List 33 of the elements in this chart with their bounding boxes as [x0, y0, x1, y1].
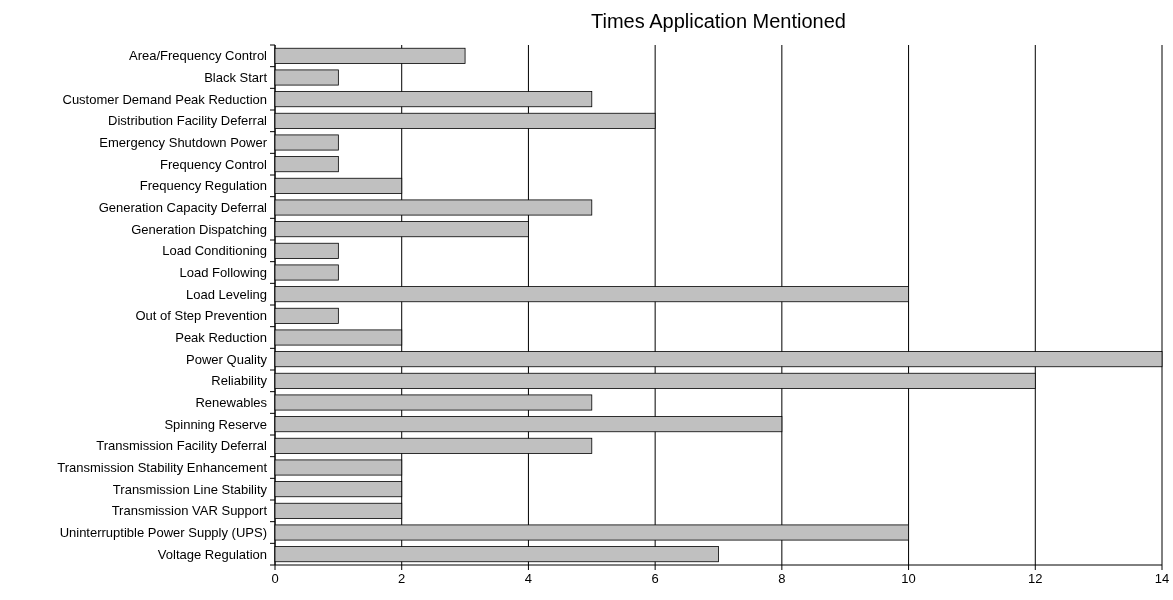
x-tick-label: 4: [524, 571, 533, 586]
y-tick-label: Power Quality: [186, 351, 268, 367]
y-tick-label: Load Following: [179, 265, 267, 281]
x-tick-label: 12: [1028, 571, 1043, 586]
y-tick-label: Frequency Control: [160, 156, 268, 172]
x-tick-label: 0: [271, 571, 279, 586]
chart-title: Times Application Mentioned: [591, 10, 846, 32]
y-tick-label: Load Leveling: [186, 286, 267, 302]
y-tick-label: Transmission VAR Support: [111, 503, 268, 519]
x-tick-label: 6: [651, 571, 659, 586]
y-tick-label: Area/Frequency Control: [128, 48, 268, 64]
y-tick-label: Emergency Shutdown Power: [99, 135, 268, 151]
x-tick-label: 2: [398, 571, 406, 586]
x-tick-label: 10: [901, 571, 916, 586]
y-tick-label: Generation Capacity Deferral: [98, 200, 268, 216]
y-tick-label: Peak Reduction: [175, 330, 267, 346]
y-tick-label: Frequency Regulation: [139, 178, 267, 194]
y-tick-label: Spinning Reserve: [164, 416, 267, 432]
y-tick-label: Transmission Stability Enhancement: [57, 460, 268, 476]
y-tick-label: Transmission Line Stability: [112, 481, 268, 497]
y-tick-label: Reliability: [211, 373, 268, 389]
y-tick-label: Distribution Facility Deferral: [108, 113, 268, 129]
y-tick-label: Voltage Regulation: [157, 546, 267, 562]
x-tick-label: 14: [1154, 571, 1170, 586]
y-tick-label: Out of Step Prevention: [135, 308, 267, 324]
x-tick-label: 8: [778, 571, 786, 586]
y-tick-label: Black Start: [204, 70, 268, 86]
y-tick-label: Load Conditioning: [162, 243, 267, 259]
y-tick-label: Generation Dispatching: [131, 221, 267, 237]
y-tick-label: Customer Demand Peak Reduction: [62, 91, 267, 107]
y-tick-label: Renewables: [195, 395, 268, 411]
y-tick-label: Uninterruptible Power Supply (UPS): [59, 525, 267, 541]
y-tick-label: Transmission Facility Deferral: [96, 438, 268, 454]
